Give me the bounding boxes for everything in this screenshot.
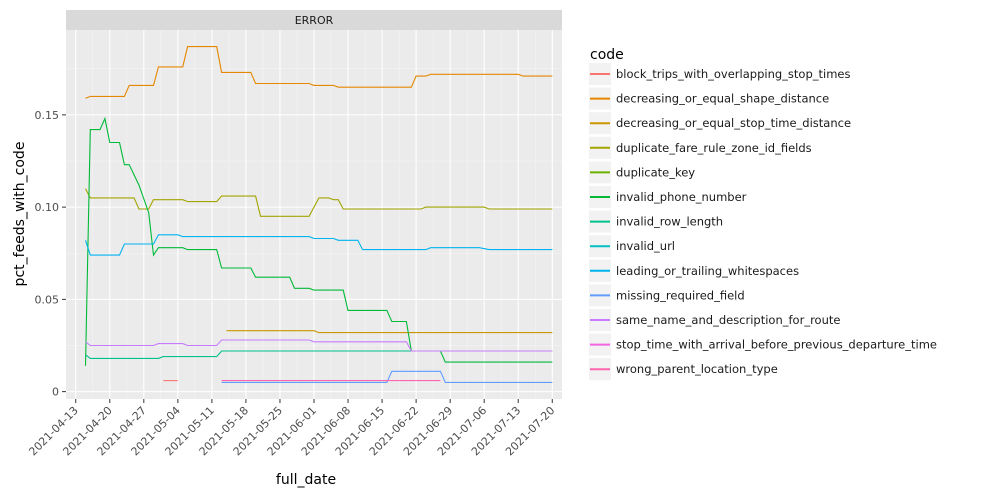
legend-label: invalid_row_length	[616, 215, 723, 229]
legend-item-leading_or_trailing_whitespaces: leading_or_trailing_whitespaces	[589, 259, 799, 282]
y-tick-label: 0.10	[35, 201, 60, 214]
series-line-missing_required_field	[221, 370, 553, 383]
legend-label: missing_required_field	[616, 288, 745, 302]
legend-item-duplicate_key: duplicate_key	[589, 161, 695, 184]
x-axis-title: full_date	[276, 472, 336, 488]
facet-strip	[66, 10, 562, 30]
y-tick-label: 0.05	[35, 293, 60, 306]
legend-label: duplicate_key	[616, 165, 695, 179]
legend-item-same_name_and_description_for_route: same_name_and_description_for_route	[589, 309, 840, 331]
x-axis: 2021-04-132021-04-202021-04-272021-05-04…	[26, 399, 557, 458]
grid-major	[66, 30, 562, 399]
legend-label: wrong_parent_location_type	[616, 362, 778, 376]
legend-item-block_trips_with_overlapping_stop_times: block_trips_with_overlapping_stop_times	[589, 63, 850, 85]
series-line-same_name_and_description_for_route	[85, 339, 553, 352]
legend-label: invalid_url	[616, 239, 675, 253]
legend-label: decreasing_or_equal_stop_time_distance	[616, 116, 851, 130]
legend: code block_trips_with_overlapping_stop_t…	[589, 47, 937, 381]
legend-label: leading_or_trailing_whitespaces	[616, 264, 799, 278]
legend-label: same_name_and_description_for_route	[616, 313, 840, 327]
facet-label: ERROR	[295, 14, 334, 27]
legend-item-stop_time_with_arrival_before_previous_departure_time: stop_time_with_arrival_before_previous_d…	[589, 333, 937, 356]
y-axis: 0 0.05 0.10 0.15	[35, 109, 66, 399]
series-line-duplicate_fare_rule_zone_id_fields	[85, 188, 553, 217]
legend-item-decreasing_or_equal_shape_distance: decreasing_or_equal_shape_distance	[589, 87, 829, 110]
legend-item-missing_required_field: missing_required_field	[589, 284, 745, 307]
y-tick-label: 0.15	[35, 109, 60, 122]
series-layer	[84, 46, 553, 383]
legend-title: code	[590, 47, 624, 63]
legend-label: decreasing_or_equal_shape_distance	[616, 92, 829, 106]
y-axis-title: pct_feeds_with_code	[12, 142, 28, 287]
legend-label: stop_time_with_arrival_before_previous_d…	[616, 338, 937, 352]
legend-item-invalid_url: invalid_url	[589, 235, 675, 258]
legend-item-duplicate_fare_rule_zone_id_fields: duplicate_fare_rule_zone_id_fields	[589, 136, 812, 159]
legend-item-wrong_parent_location_type: wrong_parent_location_type	[589, 358, 778, 381]
y-tick-label: 0	[52, 386, 59, 399]
series-line-decreasing_or_equal_shape_distance	[85, 46, 553, 99]
series-line-decreasing_or_equal_stop_time_distance	[226, 330, 553, 334]
legend-item-invalid_row_length: invalid_row_length	[589, 210, 723, 233]
series-line-invalid_row_length	[85, 350, 553, 359]
series-line-leading_or_trailing_whitespaces	[84, 234, 553, 256]
legend-label: duplicate_fare_rule_zone_id_fields	[616, 141, 812, 155]
legend-label: block_trips_with_overlapping_stop_times	[616, 67, 850, 81]
legend-item-decreasing_or_equal_stop_time_distance: decreasing_or_equal_stop_time_distance	[589, 112, 851, 135]
legend-label: invalid_phone_number	[616, 190, 747, 204]
series-line-invalid_phone_number	[84, 116, 553, 366]
legend-item-invalid_phone_number: invalid_phone_number	[589, 186, 747, 208]
